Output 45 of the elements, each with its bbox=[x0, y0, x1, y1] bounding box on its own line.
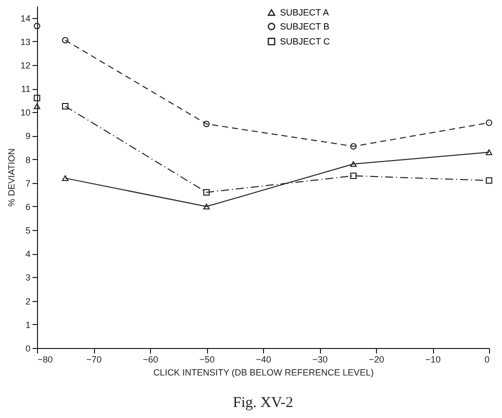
point bbox=[62, 103, 68, 110]
legend-label: SUBJECT B bbox=[280, 22, 330, 32]
y-tick-label: 7 bbox=[25, 178, 30, 188]
y-tick-label: 2 bbox=[25, 296, 30, 306]
x-tick-label: 0 bbox=[484, 354, 490, 364]
y-tick-label: 3 bbox=[25, 272, 30, 283]
point bbox=[203, 120, 210, 128]
x-tick-label: −80 bbox=[38, 354, 53, 364]
y-tick-label: 14 bbox=[20, 13, 30, 24]
x-tick-label: −30 bbox=[312, 354, 328, 364]
point bbox=[62, 175, 68, 182]
y-tick-label: 0 bbox=[25, 344, 30, 354]
x-tick-label: −70 bbox=[86, 354, 102, 364]
x-tick-label: −20 bbox=[368, 354, 384, 364]
point bbox=[350, 172, 357, 180]
x-tick-label: −40 bbox=[256, 354, 272, 364]
point bbox=[62, 36, 68, 44]
point bbox=[486, 120, 492, 126]
y-axis-title: % DEVIATION bbox=[6, 148, 16, 207]
y-tick-label: 4 bbox=[25, 249, 30, 260]
y-tick-label: 5 bbox=[25, 226, 30, 236]
point bbox=[203, 189, 210, 196]
x-tick-label: −10 bbox=[425, 354, 441, 364]
y-tick-label: 10 bbox=[20, 108, 30, 118]
x-tick-label: −50 bbox=[199, 354, 215, 364]
y-tick-label: 9 bbox=[25, 131, 30, 142]
y-tick-label: 13 bbox=[20, 36, 30, 47]
y-tick-label: 12 bbox=[20, 60, 30, 70]
x-tick-label: −60 bbox=[142, 354, 158, 364]
y-tick-label: 8 bbox=[25, 154, 30, 165]
y-tick-label: 1 bbox=[25, 320, 30, 330]
x-axis-title: CLICK INTENSITY (DB BELOW REFERENCE LEVEL) bbox=[153, 368, 374, 378]
y-tick-label: 6 bbox=[25, 202, 30, 212]
point bbox=[486, 149, 492, 156]
point bbox=[34, 94, 40, 102]
point bbox=[34, 22, 40, 30]
point bbox=[34, 103, 40, 110]
point bbox=[486, 177, 492, 184]
legend-label: SUBJECT A bbox=[280, 8, 329, 18]
point bbox=[350, 143, 357, 150]
y-tick-label: 11 bbox=[21, 84, 30, 94]
point bbox=[203, 204, 210, 210]
legend-label: SUBJECT C bbox=[280, 36, 330, 46]
point bbox=[350, 161, 357, 167]
text: Fig. XV-2 bbox=[232, 395, 294, 411]
